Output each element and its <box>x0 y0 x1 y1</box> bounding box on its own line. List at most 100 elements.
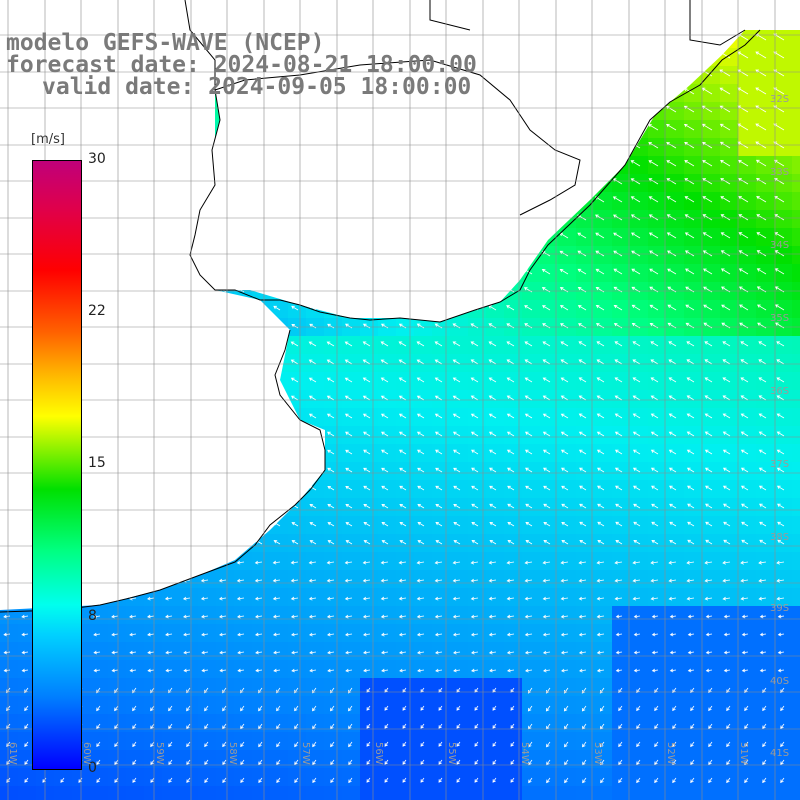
field-cell <box>522 570 540 588</box>
wind-vector-arrow <box>506 560 515 565</box>
field-cell <box>558 588 576 606</box>
wind-vector-arrow <box>276 759 281 766</box>
field-cell <box>648 552 666 570</box>
wind-vector-arrow <box>684 196 695 203</box>
wind-vector-arrow <box>147 668 155 673</box>
wind-vector-arrow <box>632 560 641 565</box>
field-cell <box>108 750 126 768</box>
field-cell <box>612 714 630 732</box>
field-cell <box>540 732 558 750</box>
wind-vector-arrow <box>615 540 623 545</box>
field-cell <box>540 786 558 800</box>
wind-vector-arrow <box>474 777 479 783</box>
wind-vector-arrow <box>273 540 281 545</box>
wind-vector-arrow <box>507 467 515 473</box>
wind-vector-arrow <box>237 668 245 673</box>
field-cell <box>738 750 756 768</box>
field-cell <box>558 642 576 660</box>
wind-vector-arrow <box>380 395 389 401</box>
field-cell <box>702 678 720 696</box>
wind-vector-arrow <box>416 632 425 637</box>
wind-vector-arrow <box>668 341 677 347</box>
wind-vector-arrow <box>720 160 731 167</box>
wind-vector-arrow <box>758 560 767 565</box>
wind-vector-arrow <box>398 323 407 329</box>
field-cell <box>684 678 702 696</box>
field-cell <box>630 588 648 606</box>
wind-vector-arrow <box>613 305 623 311</box>
field-cell <box>774 588 792 606</box>
wind-vector-arrow <box>456 777 461 783</box>
field-cell <box>756 588 774 606</box>
field-cell <box>432 642 450 660</box>
wind-vector-arrow <box>96 759 101 766</box>
wind-vector-arrow <box>702 160 713 167</box>
wind-vector-arrow <box>272 578 281 583</box>
field-cell <box>738 768 756 786</box>
wind-vector-arrow <box>510 723 515 729</box>
wind-vector-arrow <box>362 413 371 419</box>
wind-vector-arrow <box>417 485 425 491</box>
field-cell <box>18 642 36 660</box>
wind-vector-arrow <box>722 431 731 437</box>
field-cell <box>486 732 504 750</box>
field-cell <box>90 678 108 696</box>
field-cell <box>720 624 738 642</box>
wind-vector-arrow <box>434 359 443 365</box>
wind-vector-arrow <box>776 596 785 601</box>
field-cell <box>666 552 684 570</box>
wind-vector-arrow <box>687 614 695 619</box>
field-cell <box>216 660 234 678</box>
wind-vector-arrow <box>560 431 569 437</box>
wind-vector-arrow <box>708 741 713 748</box>
field-cell <box>396 588 414 606</box>
field-cell <box>306 696 324 714</box>
wind-vector-arrow <box>636 759 641 766</box>
field-cell <box>594 732 612 750</box>
wind-vector-arrow <box>632 395 641 401</box>
wind-vector-arrow <box>651 503 659 509</box>
wind-vector-arrow <box>704 578 713 583</box>
field-cell <box>648 732 666 750</box>
field-cell <box>612 660 630 678</box>
wind-vector-arrow <box>596 560 605 565</box>
field-cell <box>738 642 756 660</box>
wind-vector-arrow <box>3 650 11 655</box>
wind-vector-arrow <box>111 632 119 637</box>
field-cell <box>144 768 162 786</box>
wind-vector-arrow <box>363 467 371 473</box>
wind-vector-arrow <box>492 723 497 729</box>
field-cell <box>450 570 468 588</box>
wind-vector-arrow <box>672 741 677 748</box>
wind-vector-arrow <box>650 341 659 347</box>
wind-vector-arrow <box>723 614 731 619</box>
field-cell <box>522 786 540 800</box>
wind-vector-arrow <box>669 650 677 655</box>
wind-vector-arrow <box>399 504 407 509</box>
field-cell <box>90 642 108 660</box>
wind-vector-arrow <box>741 614 749 619</box>
wind-vector-arrow <box>456 705 461 711</box>
field-cell <box>432 786 450 800</box>
wind-vector-arrow <box>546 777 551 784</box>
wind-vector-arrow <box>330 777 335 784</box>
wind-vector-arrow <box>438 705 443 711</box>
wind-vector-arrow <box>651 614 659 619</box>
wind-vector-arrow <box>722 560 731 565</box>
wind-vector-arrow <box>309 632 317 637</box>
field-cell <box>414 714 432 732</box>
field-cell <box>18 732 36 750</box>
wind-vector-arrow <box>150 723 155 730</box>
field-cell <box>252 696 270 714</box>
wind-vector-arrow <box>650 449 659 455</box>
field-cell <box>252 606 270 624</box>
wind-vector-arrow <box>722 377 731 383</box>
wind-vector-arrow <box>308 578 317 583</box>
wind-vector-arrow <box>756 250 767 257</box>
wind-vector-arrow <box>312 759 317 766</box>
field-cell <box>558 678 576 696</box>
field-cell <box>576 678 594 696</box>
wind-vector-arrow <box>744 741 749 748</box>
field-cell <box>648 660 666 678</box>
wind-vector-arrow <box>488 413 497 419</box>
